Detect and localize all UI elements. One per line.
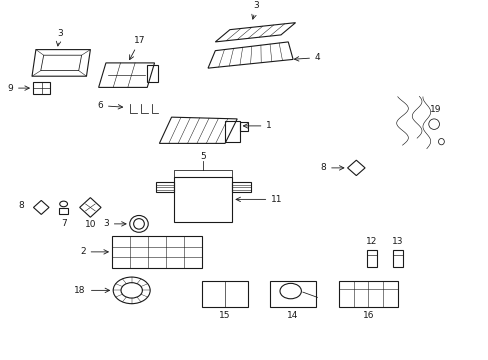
Text: 8: 8 xyxy=(18,201,23,210)
Text: 12: 12 xyxy=(366,237,377,246)
Text: 15: 15 xyxy=(219,311,230,320)
Text: 3: 3 xyxy=(251,1,259,19)
Bar xyxy=(224,121,239,141)
Text: 16: 16 xyxy=(362,311,373,320)
Bar xyxy=(202,281,247,307)
Text: 3: 3 xyxy=(103,219,126,228)
Text: 11: 11 xyxy=(236,195,282,204)
Text: 17: 17 xyxy=(129,36,145,60)
Text: 14: 14 xyxy=(287,311,298,320)
Text: 19: 19 xyxy=(429,105,441,114)
Text: 7: 7 xyxy=(61,219,66,228)
Text: 10: 10 xyxy=(84,220,96,229)
Text: 4: 4 xyxy=(294,53,320,62)
Text: 8: 8 xyxy=(320,163,343,172)
Text: 18: 18 xyxy=(74,286,109,295)
Bar xyxy=(269,281,316,307)
Text: 1: 1 xyxy=(243,121,272,130)
Bar xyxy=(366,251,376,267)
Text: 5: 5 xyxy=(200,152,205,161)
Text: 2: 2 xyxy=(80,247,108,256)
Text: 9: 9 xyxy=(7,84,29,93)
Bar xyxy=(174,177,232,222)
Bar xyxy=(392,251,402,267)
Text: 6: 6 xyxy=(97,101,122,110)
Bar xyxy=(239,122,248,131)
Bar xyxy=(112,236,202,267)
Text: 3: 3 xyxy=(56,29,62,46)
Bar xyxy=(147,65,158,82)
Text: 13: 13 xyxy=(391,237,403,246)
